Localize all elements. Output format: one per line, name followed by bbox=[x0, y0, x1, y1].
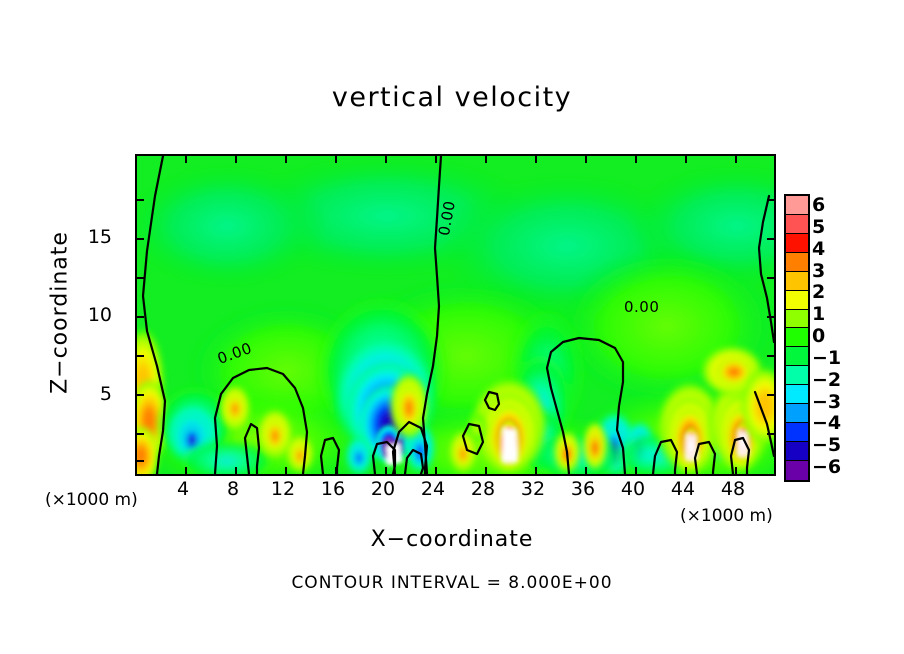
y-tick bbox=[137, 277, 144, 279]
x-axis-units: (×1000 m) bbox=[680, 506, 773, 526]
x-tick-top bbox=[435, 156, 437, 163]
colorbar-tick-label: −2 bbox=[812, 368, 842, 391]
x-tick-top bbox=[285, 156, 287, 163]
colorbar-band bbox=[786, 309, 808, 329]
y-tick-right bbox=[767, 433, 774, 435]
colorbar-tick-label: 4 bbox=[812, 237, 826, 260]
x-tick-label: 8 bbox=[226, 478, 240, 500]
colorbar-band bbox=[786, 441, 808, 461]
colorbar-band bbox=[786, 214, 808, 234]
y-tick-right bbox=[767, 394, 774, 396]
x-tick-top bbox=[385, 156, 387, 163]
colorbar-tick-label: 3 bbox=[812, 259, 826, 282]
colorbar-tick-label: 2 bbox=[812, 281, 826, 304]
x-tick-label: 4 bbox=[176, 478, 190, 500]
x-tick-label: 32 bbox=[520, 478, 546, 500]
x-tick bbox=[185, 467, 187, 474]
y-tick-label: 10 bbox=[87, 304, 112, 326]
x-tick bbox=[435, 467, 437, 474]
y-axis-units: (×1000 m) bbox=[45, 490, 138, 510]
x-tick bbox=[485, 467, 487, 474]
x-tick-label: 28 bbox=[470, 478, 496, 500]
x-tick-top bbox=[335, 156, 337, 163]
x-tick-top bbox=[535, 156, 537, 163]
colorbar-tick-label: −5 bbox=[812, 434, 842, 457]
y-tick bbox=[137, 460, 144, 462]
contour-plot-panel[interactable]: 0.00 0.00 0.00 bbox=[135, 154, 776, 476]
colorbar-tick-label: 5 bbox=[812, 215, 826, 238]
colorbar-band bbox=[786, 404, 808, 424]
y-tick bbox=[137, 316, 144, 318]
x-tick-label: 36 bbox=[570, 478, 596, 500]
x-tick-label: 20 bbox=[370, 478, 396, 500]
x-tick-label: 44 bbox=[670, 478, 696, 500]
colorbar-tick-label: 1 bbox=[812, 303, 826, 326]
colorbar-band bbox=[786, 328, 808, 348]
contour-interval-note: CONTOUR INTERVAL = 8.000E+00 bbox=[291, 573, 613, 593]
y-tick bbox=[137, 433, 144, 435]
colorbar-band bbox=[786, 196, 808, 215]
x-tick-label: 24 bbox=[420, 478, 446, 500]
contour-label-zero: 0.00 bbox=[624, 298, 660, 316]
y-tick-right bbox=[767, 199, 774, 201]
colorbar-band bbox=[786, 252, 808, 272]
x-tick-top bbox=[635, 156, 637, 163]
y-axis-title: Z−coordinate bbox=[47, 231, 73, 394]
x-tick-top bbox=[585, 156, 587, 163]
vertical-velocity-field bbox=[137, 156, 774, 474]
x-axis-title: X−coordinate bbox=[370, 527, 534, 552]
x-tick bbox=[285, 467, 287, 474]
colorbar-tick-label: −3 bbox=[812, 390, 842, 413]
x-tick-label: 16 bbox=[320, 478, 346, 500]
y-tick-label: 5 bbox=[99, 383, 112, 405]
x-tick-top bbox=[485, 156, 487, 163]
colorbar-tick-label: −1 bbox=[812, 346, 842, 369]
y-tick-right bbox=[767, 277, 774, 279]
colorbar-tick-label: −4 bbox=[812, 412, 842, 435]
x-tick-label: 40 bbox=[620, 478, 646, 500]
y-tick bbox=[137, 199, 144, 201]
colorbar-band bbox=[786, 460, 808, 480]
colorbar[interactable] bbox=[784, 194, 810, 482]
x-tick-top bbox=[185, 156, 187, 163]
x-tick-label: 48 bbox=[720, 478, 746, 500]
x-tick-label: 12 bbox=[270, 478, 296, 500]
y-tick bbox=[137, 238, 144, 240]
colorbar-labels: 6 5 4 3 2 1 0 −1 −2 −3 −4 −5 −6 bbox=[812, 186, 852, 486]
y-tick-right bbox=[767, 238, 774, 240]
x-tick bbox=[235, 467, 237, 474]
x-tick bbox=[335, 467, 337, 474]
page-title: vertical velocity bbox=[331, 82, 573, 113]
colorbar-tick-label: 6 bbox=[812, 194, 826, 216]
y-tick-right bbox=[767, 316, 774, 318]
colorbar-tick-label: 0 bbox=[812, 325, 826, 348]
x-tick bbox=[585, 467, 587, 474]
colorbar-band bbox=[786, 366, 808, 386]
y-tick-right bbox=[767, 355, 774, 357]
y-tick bbox=[137, 355, 144, 357]
x-tick-top bbox=[235, 156, 237, 163]
colorbar-band bbox=[786, 385, 808, 405]
colorbar-band bbox=[786, 347, 808, 367]
y-tick bbox=[137, 394, 144, 396]
colorbar-band bbox=[786, 423, 808, 442]
x-tick bbox=[635, 467, 637, 474]
colorbar-band bbox=[786, 233, 808, 253]
colorbar-band bbox=[786, 290, 808, 310]
y-tick-label: 15 bbox=[87, 226, 112, 248]
x-tick bbox=[535, 467, 537, 474]
colorbar-tick-label: −6 bbox=[812, 456, 842, 479]
x-tick-top bbox=[735, 156, 737, 163]
x-tick bbox=[735, 467, 737, 474]
colorbar-band bbox=[786, 271, 808, 291]
x-tick bbox=[385, 467, 387, 474]
x-tick bbox=[685, 467, 687, 474]
x-tick-top bbox=[685, 156, 687, 163]
